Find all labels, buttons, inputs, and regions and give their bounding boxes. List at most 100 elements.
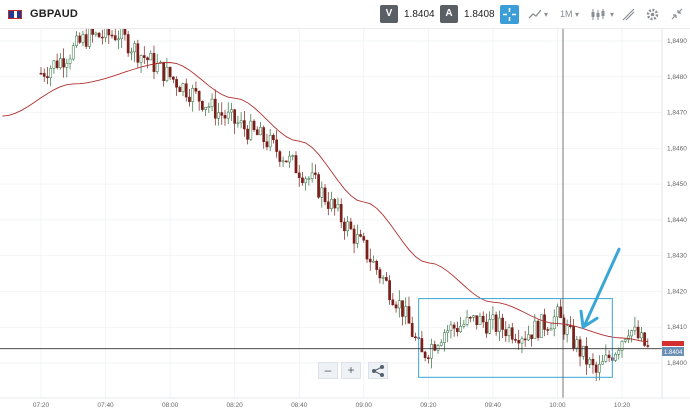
highlight-box: [418, 298, 613, 378]
candle-body: [594, 364, 598, 373]
candle-body: [346, 221, 349, 232]
candle-body: [591, 358, 595, 366]
candle-body: [488, 319, 492, 334]
candle-body: [278, 151, 282, 162]
candle-body: [213, 98, 217, 119]
annotation-arrow: [579, 247, 621, 329]
sell-badge[interactable]: V: [380, 5, 398, 23]
chevron-down-icon[interactable]: ▾: [575, 10, 580, 19]
zoom-out-button[interactable]: –: [318, 362, 338, 379]
candle-body: [459, 326, 462, 333]
x-tick-label: 09:20: [420, 402, 437, 409]
candle-body: [46, 76, 49, 79]
candle-body: [491, 314, 495, 320]
candle-body: [507, 327, 511, 336]
candle-body: [233, 109, 237, 124]
candle-body: [294, 155, 298, 174]
candle-body: [617, 350, 621, 355]
chevron-down-icon[interactable]: ▾: [544, 10, 549, 19]
candle-body: [65, 63, 69, 68]
crosshair-button[interactable]: [500, 5, 519, 24]
candle-body: [430, 344, 433, 359]
buy-badge[interactable]: A: [440, 5, 458, 23]
candle-body: [284, 160, 288, 163]
candle-body: [378, 269, 382, 279]
candle-body: [201, 101, 204, 110]
candle-body: [404, 306, 408, 317]
candle-body: [336, 204, 340, 209]
x-tick-label: 08:00: [162, 402, 179, 409]
candle-body: [598, 363, 601, 373]
candle-body: [123, 29, 127, 35]
candle-body: [420, 338, 424, 353]
arrow-shaft: [583, 247, 621, 326]
candle-body: [414, 336, 417, 338]
candle-body: [62, 58, 65, 68]
candle-body: [142, 55, 146, 58]
candle-body: [452, 324, 456, 329]
candle-body: [410, 323, 414, 337]
candle-body: [575, 339, 579, 349]
candle-body: [394, 304, 398, 309]
candle-body: [78, 35, 82, 43]
candle-body: [165, 66, 169, 81]
price-chart[interactable]: 1,8490 1,8480 1,8470 1,8460 1,8450 1,8440 1,84…: [0, 29, 690, 413]
candle-body: [559, 306, 563, 319]
candle-body: [68, 58, 72, 64]
candle-body: [59, 58, 62, 68]
share-icon: [372, 365, 384, 377]
sell-price[interactable]: 1.8404: [404, 9, 435, 20]
candle-body: [601, 361, 604, 365]
candle-body: [304, 178, 308, 184]
y-tick-label: 1,8460: [667, 145, 687, 152]
candle-body: [643, 332, 646, 346]
candle-body: [220, 112, 224, 116]
share-button[interactable]: [368, 362, 388, 379]
candle-body: [401, 300, 404, 317]
symbol-title: GBPAUD: [30, 8, 79, 20]
candle-body: [204, 106, 207, 110]
current-price-label: 1.8404: [664, 350, 683, 356]
candle-body: [317, 174, 320, 198]
buy-price[interactable]: 1.8408: [464, 9, 495, 20]
zoom-in-button[interactable]: +: [341, 362, 361, 379]
candle-body: [146, 57, 149, 61]
candle-body: [126, 34, 130, 54]
candle-body: [349, 221, 353, 230]
candle-body: [155, 63, 159, 72]
candle-body: [572, 325, 575, 349]
y-tick-label: 1,8450: [667, 181, 687, 188]
toolbar: GBPAUD V 1.8404 A 1.8408 ▾ 1M ▾ ▾: [0, 0, 690, 29]
candle-body: [52, 60, 56, 69]
candle-body: [181, 83, 185, 92]
chevron-down-icon[interactable]: ▾: [610, 10, 615, 19]
candle-body: [581, 345, 585, 357]
line-chart-icon[interactable]: [528, 8, 542, 23]
candle-body: [375, 261, 379, 270]
candle-body: [355, 234, 359, 244]
x-tick-label: 08:40: [291, 402, 308, 409]
draw-tool-icon[interactable]: [622, 8, 635, 24]
candle-body: [456, 328, 459, 333]
collapse-icon[interactable]: [671, 8, 683, 23]
x-tick-label: 07:40: [97, 402, 114, 409]
candle-body: [530, 334, 533, 339]
candle-body: [546, 329, 550, 331]
gear-icon[interactable]: [646, 8, 659, 24]
timeframe-selector[interactable]: 1M: [560, 9, 573, 19]
candle-body: [239, 120, 243, 124]
candlestick-icon[interactable]: [590, 8, 606, 24]
candle-body: [443, 332, 446, 343]
y-tick-label: 1,8440: [667, 217, 687, 224]
candle-body: [104, 29, 107, 38]
candle-body: [449, 324, 453, 331]
candle-body: [288, 155, 291, 163]
candle-body: [136, 43, 140, 63]
candle-body: [381, 277, 385, 279]
candle-body: [188, 96, 191, 102]
candle-body: [578, 339, 582, 357]
arrow-head: [579, 309, 599, 329]
candle-body: [352, 228, 356, 244]
crosshair-icon: [503, 8, 516, 21]
x-tick-label: 07:20: [33, 402, 50, 409]
